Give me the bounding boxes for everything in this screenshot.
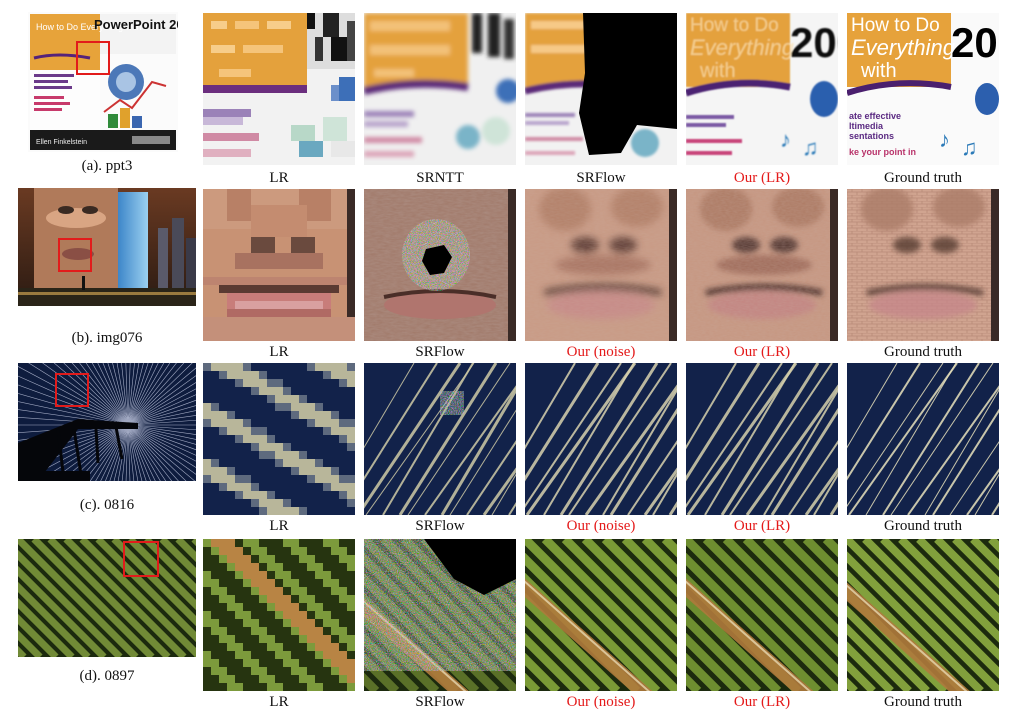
crop-box xyxy=(123,541,159,577)
crop-text: Everything xyxy=(690,35,795,60)
panel-0816-lr xyxy=(203,363,355,515)
label-ppt3-our-lr: Our (LR) xyxy=(733,170,791,186)
panel-0816-our-lr xyxy=(686,363,838,515)
label-img076-lr: LR xyxy=(269,344,289,360)
label-0897-our-noise: Our (noise) xyxy=(566,694,636,710)
caption-0897: (d). 0897 xyxy=(79,668,135,684)
panel-ppt3-srflow xyxy=(525,13,677,165)
crop-text: sentations xyxy=(849,131,894,141)
thumbnail-0897 xyxy=(18,539,196,657)
crop-box xyxy=(58,238,92,272)
label-ppt3-gt: Ground truth xyxy=(884,170,962,186)
crop-text: 200 xyxy=(790,19,838,66)
note-icon: ♫ xyxy=(961,135,978,160)
label-img076-gt: Ground truth xyxy=(884,344,962,360)
panel-0816-our-noise xyxy=(525,363,677,515)
label-0816-our-lr: Our (LR) xyxy=(733,518,791,534)
panel-img076-lr xyxy=(203,189,355,341)
label-ppt3-srntt: SRNTT xyxy=(416,170,464,186)
panel-img076-our-noise xyxy=(525,189,677,341)
label-0897-srflow: SRFlow xyxy=(415,694,465,710)
crop-text: Everything xyxy=(851,35,956,60)
panel-img076-srflow xyxy=(364,189,516,341)
note-icon: ♪ xyxy=(780,127,791,152)
crop-text: with xyxy=(860,60,897,82)
label-img076-our-noise: Our (noise) xyxy=(566,344,636,360)
panel-ppt3-lr xyxy=(203,13,355,165)
panel-0897-our-noise xyxy=(525,539,677,691)
crop-box xyxy=(55,373,89,407)
label-0816-lr: LR xyxy=(269,518,289,534)
panel-0897-srflow xyxy=(364,539,516,691)
label-ppt3-lr: LR xyxy=(269,170,289,186)
crop-box xyxy=(76,41,110,75)
crop-text: 200 xyxy=(951,19,999,66)
panel-img076-our-lr xyxy=(686,189,838,341)
crop-text: ltimedia xyxy=(849,121,884,131)
crop-text: with xyxy=(699,60,736,82)
panel-0816-gt xyxy=(847,363,999,515)
label-img076-srflow: SRFlow xyxy=(415,344,465,360)
panel-ppt3-gt: How to Do Everything with 200 ate effect… xyxy=(847,13,999,165)
thumbnail-0816 xyxy=(18,363,196,481)
note-icon: ♫ xyxy=(802,135,819,160)
label-img076-our-lr: Our (LR) xyxy=(733,344,791,360)
panel-0897-our-lr xyxy=(686,539,838,691)
caption-ppt3: (a). ppt3 xyxy=(81,158,133,174)
panel-ppt3-our-lr: How to Do Everything with 200 ♪ ♫ xyxy=(686,13,838,165)
label-0816-our-noise: Our (noise) xyxy=(566,518,636,534)
caption-0816: (c). 0816 xyxy=(79,497,135,513)
panel-0897-gt xyxy=(847,539,999,691)
cover-brand: PowerPoint 2002 xyxy=(94,17,178,32)
panel-0816-srflow xyxy=(364,363,516,515)
crop-text: How to Do xyxy=(851,15,940,36)
caption-img076: (b). img076 xyxy=(71,330,143,346)
panel-ppt3-srntt xyxy=(364,13,516,165)
label-0897-gt: Ground truth xyxy=(884,694,962,710)
label-0897-lr: LR xyxy=(269,694,289,710)
panel-img076-gt xyxy=(847,189,999,341)
cover-title: How to Do Everything with xyxy=(36,22,142,32)
label-0816-gt: Ground truth xyxy=(884,518,962,534)
note-icon: ♪ xyxy=(939,127,950,152)
crop-text: How to Do xyxy=(690,15,779,36)
panel-0897-lr xyxy=(203,539,355,691)
thumbnail-ppt3: How to Do Everything with PowerPoint 200… xyxy=(28,12,178,152)
label-ppt3-srflow: SRFlow xyxy=(576,170,626,186)
crop-text: ate effective xyxy=(849,111,901,121)
label-0816-srflow: SRFlow xyxy=(415,518,465,534)
label-0897-our-lr: Our (LR) xyxy=(733,694,791,710)
crop-text: ke your point in xyxy=(849,147,916,157)
thumbnail-img076 xyxy=(18,188,196,306)
cover-author: Ellen Finkelstein xyxy=(36,139,87,146)
